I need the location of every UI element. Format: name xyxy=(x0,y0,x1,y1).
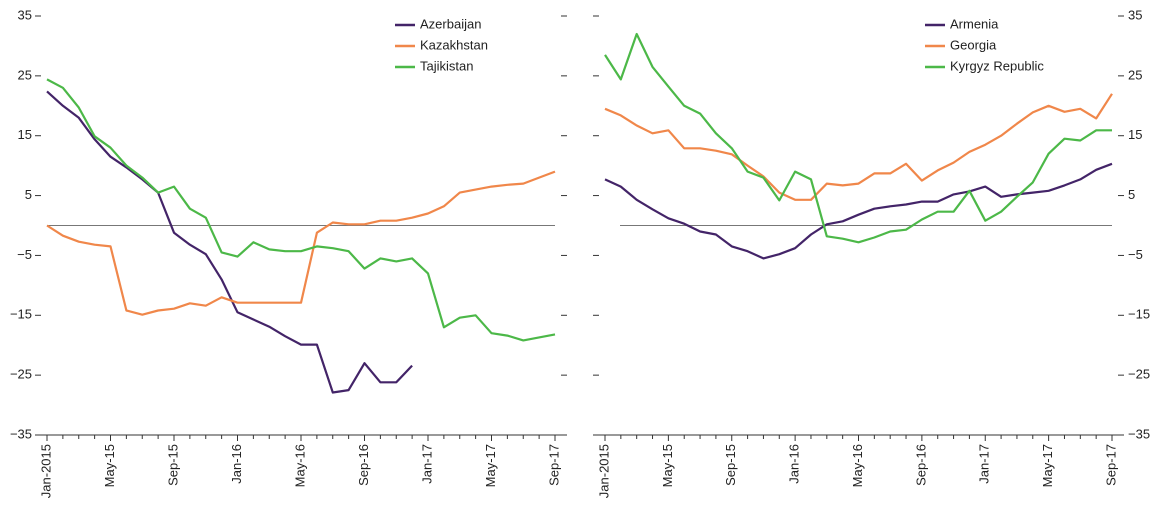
y-tick-label: 15 xyxy=(18,127,32,142)
x-tick-label: May-16 xyxy=(292,444,307,487)
series-line xyxy=(604,93,1113,201)
y-tick-label: 35 xyxy=(1128,7,1142,22)
x-tick-label: May-15 xyxy=(102,444,117,487)
legend-label: Tajikistan xyxy=(420,58,473,73)
x-tick-label: May-15 xyxy=(660,444,675,487)
legend-label: Georgia xyxy=(950,37,997,52)
x-tick-label: Jan-16 xyxy=(229,444,244,484)
y-tick-label: −15 xyxy=(1128,307,1150,322)
x-tick-label: Sep-15 xyxy=(165,444,180,486)
x-tick-label: Jan-2015 xyxy=(38,444,53,498)
series-line xyxy=(604,162,1113,260)
legend-label: Armenia xyxy=(950,16,999,31)
y-tick-label: −5 xyxy=(17,247,32,262)
y-tick-label: 25 xyxy=(18,67,32,82)
series-line xyxy=(46,170,556,316)
x-tick-label: Jan-17 xyxy=(977,444,992,484)
series-line xyxy=(46,90,413,394)
y-tick-label: 5 xyxy=(25,187,32,202)
y-tick-label: 25 xyxy=(1128,67,1142,82)
series-line xyxy=(604,32,1112,244)
y-tick-label: 15 xyxy=(1128,127,1142,142)
series-line xyxy=(46,78,556,342)
legend-label: Kyrgyz Republic xyxy=(950,58,1044,73)
x-tick-label: Sep-16 xyxy=(356,444,371,486)
y-tick-label: 35 xyxy=(18,7,32,22)
y-tick-label: 5 xyxy=(1128,187,1135,202)
x-tick-label: Sep-15 xyxy=(723,444,738,486)
x-tick-label: May-16 xyxy=(850,444,865,487)
legend-label: Azerbaijan xyxy=(420,16,481,31)
y-tick-label: −35 xyxy=(1128,426,1150,441)
x-tick-label: May-17 xyxy=(1040,444,1055,487)
y-tick-label: −25 xyxy=(10,367,32,382)
x-tick-label: Sep-16 xyxy=(913,444,928,486)
x-tick-label: Jan-17 xyxy=(419,444,434,484)
x-tick-label: Sep-17 xyxy=(1103,444,1118,486)
x-tick-label: May-17 xyxy=(483,444,498,487)
y-tick-label: −5 xyxy=(1128,247,1143,262)
y-tick-label: −35 xyxy=(10,426,32,441)
y-tick-label: −25 xyxy=(1128,367,1150,382)
x-tick-label: Jan-16 xyxy=(787,444,802,484)
legend-label: Kazakhstan xyxy=(420,37,488,52)
y-tick-label: −15 xyxy=(10,307,32,322)
x-tick-label: Sep-17 xyxy=(546,444,561,486)
x-tick-label: Jan-2015 xyxy=(596,444,611,498)
